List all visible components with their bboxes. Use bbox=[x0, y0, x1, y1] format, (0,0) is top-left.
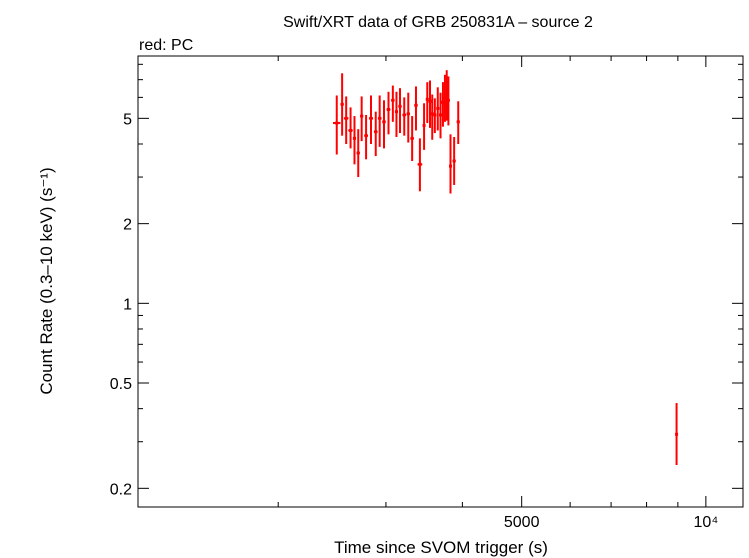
data-point bbox=[443, 74, 447, 122]
point-marker bbox=[360, 114, 364, 118]
point-marker bbox=[414, 103, 418, 107]
point-marker bbox=[428, 99, 432, 103]
data-point bbox=[356, 129, 360, 178]
point-marker bbox=[352, 136, 356, 140]
point-marker bbox=[335, 121, 339, 125]
point-marker bbox=[391, 98, 395, 102]
point-marker bbox=[439, 113, 443, 117]
point-marker bbox=[445, 103, 449, 107]
point-marker bbox=[446, 98, 450, 102]
data-point bbox=[428, 80, 432, 128]
point-marker bbox=[456, 120, 460, 124]
data-points bbox=[332, 70, 679, 465]
point-marker bbox=[443, 95, 447, 99]
data-point bbox=[402, 97, 407, 136]
data-point bbox=[406, 92, 410, 143]
data-point bbox=[425, 82, 429, 124]
y-tick-label: 2 bbox=[123, 217, 132, 234]
x-tick-label: 10⁴ bbox=[694, 514, 719, 531]
point-marker bbox=[430, 112, 434, 116]
data-point bbox=[422, 103, 426, 150]
data-point bbox=[382, 100, 386, 149]
data-point bbox=[368, 95, 374, 144]
point-marker bbox=[364, 134, 368, 138]
point-marker bbox=[349, 128, 353, 132]
y-tick-label: 1 bbox=[123, 296, 132, 313]
point-marker bbox=[340, 102, 344, 106]
point-marker bbox=[675, 432, 679, 436]
data-point bbox=[417, 138, 423, 192]
point-marker bbox=[374, 130, 378, 134]
data-point bbox=[445, 70, 449, 121]
data-point bbox=[348, 107, 353, 149]
y-tick-label: 0.2 bbox=[110, 481, 132, 498]
data-point bbox=[430, 94, 434, 140]
data-point bbox=[364, 114, 368, 160]
data-point bbox=[373, 111, 378, 157]
point-marker bbox=[422, 123, 426, 127]
x-tick-labels: 5000 10⁴ bbox=[504, 514, 718, 531]
point-marker bbox=[418, 162, 422, 166]
data-point bbox=[398, 88, 402, 134]
data-point bbox=[456, 101, 460, 144]
data-point bbox=[343, 96, 349, 144]
y-tick-labels: 0.2 0.5 1 2 5 bbox=[110, 111, 132, 498]
data-point bbox=[452, 137, 456, 185]
data-point bbox=[433, 98, 437, 134]
data-point bbox=[441, 82, 445, 127]
y-tick-label: 0.5 bbox=[110, 376, 132, 393]
data-point bbox=[391, 85, 395, 122]
point-marker bbox=[402, 113, 406, 117]
chart-title: Swift/XRT data of GRB 250831A – source 2 bbox=[283, 14, 593, 31]
point-marker bbox=[344, 116, 348, 120]
data-point bbox=[675, 403, 679, 465]
point-marker bbox=[369, 116, 373, 120]
data-point bbox=[410, 116, 414, 161]
point-marker bbox=[386, 107, 390, 111]
data-point bbox=[446, 76, 450, 126]
axis-ticks bbox=[138, 56, 743, 507]
point-marker bbox=[433, 113, 437, 117]
point-marker bbox=[382, 120, 386, 124]
point-marker bbox=[452, 159, 456, 163]
plot-frame bbox=[137, 55, 744, 508]
data-point bbox=[386, 91, 391, 135]
data-point bbox=[414, 86, 418, 131]
point-marker bbox=[394, 110, 398, 114]
point-marker bbox=[425, 97, 429, 101]
data-point bbox=[394, 91, 398, 138]
x-axis-label: Time since SVOM trigger (s) bbox=[334, 538, 548, 557]
data-point bbox=[360, 96, 364, 142]
point-marker bbox=[378, 116, 382, 120]
point-marker bbox=[356, 151, 360, 155]
data-point bbox=[448, 134, 452, 194]
point-marker bbox=[448, 164, 452, 168]
y-tick-label: 5 bbox=[123, 111, 132, 128]
chart-subtitle: red: PC bbox=[139, 37, 193, 54]
point-marker bbox=[398, 104, 402, 108]
data-point bbox=[439, 92, 443, 139]
data-point bbox=[436, 87, 440, 131]
point-marker bbox=[441, 100, 445, 104]
data-point bbox=[352, 116, 357, 165]
data-point bbox=[340, 73, 344, 136]
data-point bbox=[332, 95, 341, 155]
y-axis-label: Count Rate (0.3–10 keV) (s⁻¹) bbox=[37, 167, 56, 394]
point-marker bbox=[406, 112, 410, 116]
data-point bbox=[377, 95, 382, 147]
x-tick-label: 5000 bbox=[504, 514, 540, 531]
point-marker bbox=[436, 106, 440, 110]
point-marker bbox=[410, 136, 414, 140]
